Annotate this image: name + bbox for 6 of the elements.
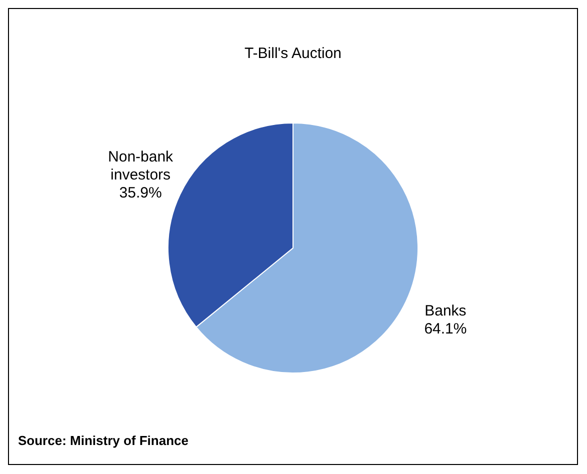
data-label: 35.9%	[119, 184, 162, 202]
slice-label: Banks	[424, 302, 466, 320]
source-note: Source: Ministry of Finance	[18, 433, 188, 448]
slice-label: Non-bank investors	[108, 148, 174, 184]
chart-title: T-Bill's Auction	[244, 45, 342, 62]
data-label: 64.1%	[424, 320, 467, 338]
